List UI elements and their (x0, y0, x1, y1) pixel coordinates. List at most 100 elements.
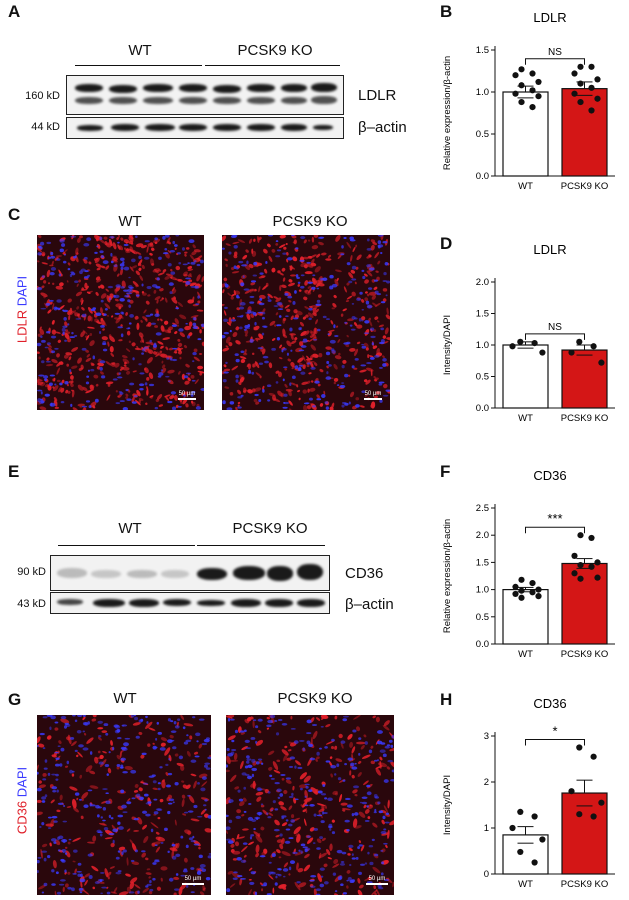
bar-wt (502, 91, 549, 177)
marker-90kd: 90 kD (17, 566, 46, 578)
data-point (576, 744, 583, 751)
data-point (529, 70, 536, 77)
micrograph-texture (37, 235, 204, 410)
data-point (571, 90, 578, 97)
data-point (518, 66, 525, 73)
micrograph-texture (37, 715, 211, 895)
chart-title: CD36 (533, 468, 566, 483)
data-point (518, 594, 525, 601)
scale-bar-c2 (364, 398, 382, 400)
data-point (529, 589, 536, 596)
data-point (529, 104, 536, 111)
significance-label: * (552, 724, 557, 739)
chart-title: CD36 (533, 696, 566, 711)
group-label-wt-e: WT (118, 520, 142, 537)
data-point (539, 836, 546, 843)
protein-label-actin-e: β–actin (345, 596, 394, 613)
group-bracket-wt-e (58, 545, 195, 546)
y-tick-label: 0.5 (476, 129, 489, 140)
micrograph-ko-ldlr (222, 235, 390, 410)
data-point (571, 570, 578, 577)
y-tick-label: 2.5 (476, 503, 489, 514)
protein-label-ldlr: LDLR (358, 87, 397, 104)
data-point (535, 78, 542, 86)
significance-bracket (525, 526, 585, 534)
data-point (512, 72, 519, 79)
significance-bracket (525, 739, 585, 746)
y-tick-label: 1.0 (476, 87, 489, 98)
data-point (594, 559, 601, 566)
bar-wt (502, 344, 549, 409)
y-tick-label: 0.0 (476, 171, 489, 182)
data-point (588, 84, 595, 91)
data-point (576, 811, 583, 818)
y-tick-label: 2.0 (476, 277, 489, 288)
scale-text-g1: 50 µm (184, 876, 202, 882)
bar-chart-h: CD36 Intensity/DAPI 0 1 2 3 WT PCSK9 KO * (442, 696, 615, 890)
marker-44kd: 44 kD (31, 121, 60, 133)
data-point (509, 343, 516, 350)
data-point (512, 90, 519, 97)
data-point (509, 824, 516, 832)
micrograph-wt-cd36 (37, 715, 211, 895)
scale-bar-g2 (366, 883, 388, 885)
bar-chart-b: LDLR Relative expression/β-actin 0.0 0.5 1.0… (442, 10, 615, 192)
y-tick-label: 1.5 (476, 309, 489, 320)
group-bracket-ko-e (197, 545, 325, 546)
data-point (531, 813, 538, 820)
group-label-wt-a: WT (128, 42, 152, 59)
bar-ko (561, 349, 608, 409)
data-point (517, 808, 524, 815)
y-tick-label: 0.0 (476, 403, 489, 414)
data-point (594, 76, 601, 83)
group-label-ko-g: PCSK9 KO (277, 690, 353, 707)
data-point (577, 562, 584, 569)
data-point (518, 82, 525, 89)
data-point (517, 848, 524, 856)
data-point (588, 63, 595, 70)
x-tick-label: WT (518, 649, 533, 660)
data-point (598, 359, 605, 366)
data-point (577, 80, 584, 87)
y-tick-label: 3 (484, 731, 489, 742)
y-tick-label: 1.0 (476, 340, 489, 351)
data-point (577, 98, 584, 106)
x-tick-label: PCSK9 KO (561, 181, 609, 192)
scale-text-g2: 50 µm (368, 876, 386, 882)
group-label-ko-e: PCSK9 KO (232, 520, 308, 537)
data-point (518, 576, 525, 583)
y-tick-label: 2.0 (476, 530, 489, 541)
y-tick-label: 0.0 (476, 639, 489, 650)
bar-chart-d: LDLR Intensity/DAPI 0.0 0.5 1.0 1.5 2.0 WT PCSK9… (442, 242, 615, 424)
marker-160kd: 160 kD (25, 90, 60, 102)
panel-letter-f: F (440, 462, 451, 481)
y-tick-label: 0.5 (476, 372, 489, 383)
x-tick-label: WT (518, 413, 533, 424)
y-axis-label: Intensity/DAPI (442, 315, 453, 375)
chart-title: LDLR (533, 10, 566, 25)
chart-title: LDLR (533, 242, 566, 257)
micrograph-ko-cd36 (226, 715, 394, 895)
group-label-ko-a: PCSK9 KO (237, 42, 313, 59)
x-tick-label: WT (518, 181, 533, 192)
data-point (568, 349, 575, 356)
group-label-wt-c: WT (118, 213, 142, 230)
y-tick-label: 1.5 (476, 45, 489, 56)
y-axis-label: Relative expression/β-actin (442, 519, 453, 633)
panel-letter-g: G (8, 690, 22, 709)
data-point (535, 93, 542, 100)
y-axis-label: Relative expression/β-actin (442, 56, 453, 170)
western-blot-actin-a (66, 117, 344, 139)
micrograph-wt-ldlr (37, 235, 204, 410)
data-point (571, 70, 578, 77)
data-point (588, 563, 595, 570)
data-point (594, 95, 601, 102)
data-point (531, 340, 538, 347)
x-tick-label: WT (518, 879, 533, 890)
data-point (598, 799, 605, 806)
bar-wt (502, 588, 549, 645)
x-tick-label: PCSK9 KO (561, 879, 609, 890)
significance-label: *** (547, 511, 562, 526)
x-tick-label: PCSK9 KO (561, 649, 609, 660)
significance-bracket (525, 333, 585, 340)
